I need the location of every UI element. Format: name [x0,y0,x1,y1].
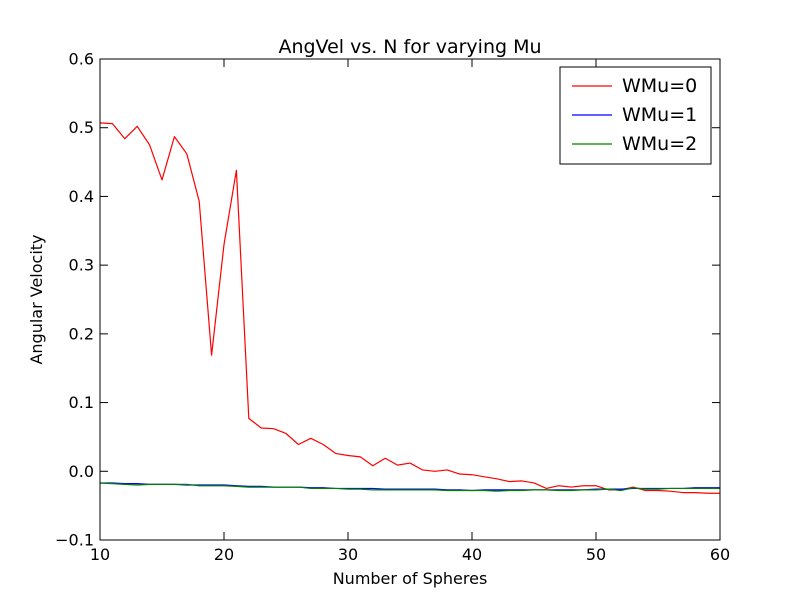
ticks-layer: 10 20 30 40 50 60 −0.1 0.0 0.1 0.2 0.3 0.4 0.5 0.6 [55,50,730,565]
y-tick-label: 0.2 [69,324,94,343]
x-axis-label: Number of Spheres [333,569,488,588]
y-tick-label: 0.5 [69,118,94,137]
chart-title: AngVel vs. N for varying Mu [278,36,541,58]
legend-label-wmu-2: WMu=2 [622,133,697,155]
series-layer [99,122,720,494]
x-tick-label: 40 [462,545,482,564]
x-tick-label: 60 [710,545,730,564]
series-line-wmu-2 [99,482,720,492]
series-line-wmu-1 [100,482,720,492]
x-tick-label: 10 [90,545,110,564]
x-tick-label: 20 [214,545,234,564]
x-tick-label: 30 [338,545,358,564]
legend-label-wmu-1: WMu=1 [622,104,697,126]
y-tick-label: 0.4 [69,187,94,206]
plot-frame [99,58,721,541]
y-tick-label: 0.0 [69,462,94,481]
x-tick-label: 50 [586,545,606,564]
y-tick-label: 0.3 [69,256,94,275]
y-axis-label: Angular Velocity [27,234,46,364]
y-tick-label: 0.1 [69,393,94,412]
y-tick-label: 0.6 [69,50,94,69]
y-tick-label: −0.1 [55,531,94,550]
legend: WMu=0 WMu=1 WMu=2 [559,66,712,165]
legend-label-wmu-0: WMu=0 [622,75,697,97]
